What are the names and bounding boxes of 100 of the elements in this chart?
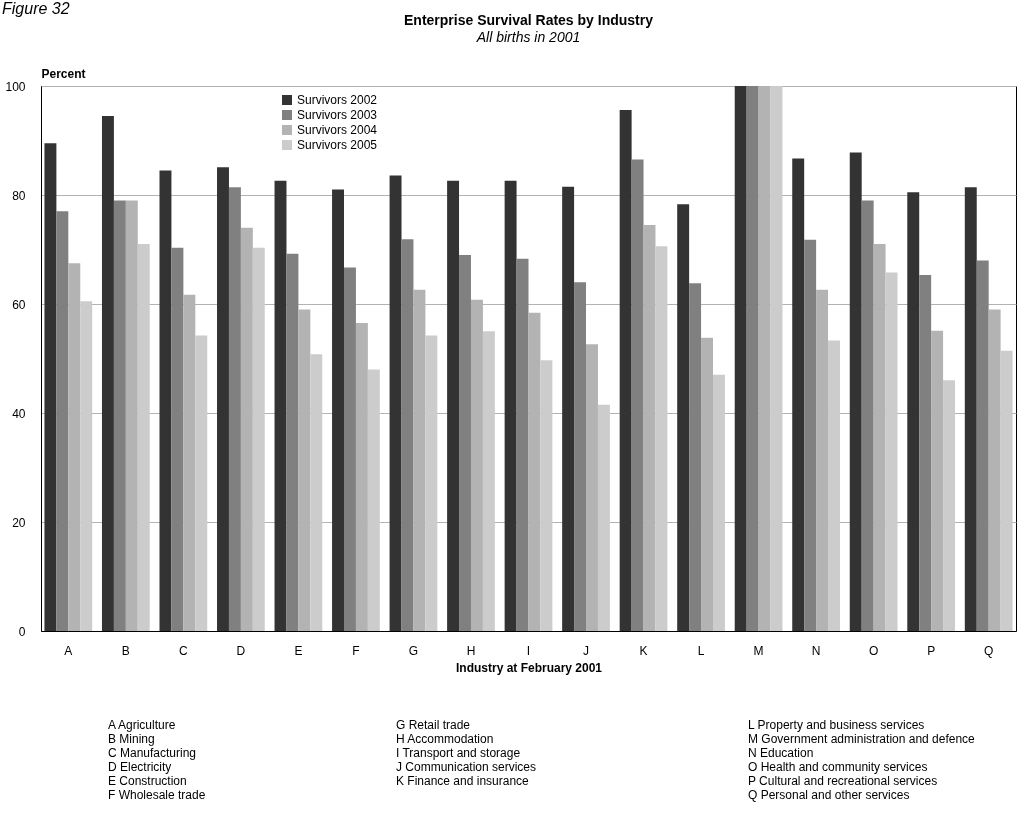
- bar: [597, 404, 610, 631]
- y-tick-label: 40: [12, 406, 26, 421]
- bar: [701, 337, 713, 631]
- bar: [367, 369, 380, 631]
- bar: [770, 86, 783, 631]
- x-tick-label: H: [466, 643, 476, 658]
- bar: [228, 187, 241, 631]
- bar: [528, 312, 541, 631]
- bar: [988, 309, 1001, 631]
- text: G Retail trade: [396, 718, 472, 732]
- bar: [746, 86, 759, 631]
- bar: [447, 180, 460, 631]
- text: Q Personal and other services: [748, 788, 911, 802]
- bar: [68, 263, 81, 631]
- bar: [240, 227, 253, 631]
- x-tick-label: F: [352, 643, 360, 658]
- y-tick-label: 20: [12, 515, 26, 530]
- text: J Communication services: [396, 760, 537, 774]
- bar: [619, 109, 632, 631]
- bar: [80, 301, 93, 631]
- bar: [734, 86, 747, 631]
- bar: [931, 330, 944, 631]
- bar: [964, 187, 977, 631]
- bar: [943, 380, 956, 631]
- legend-label: Survivors 2003: [297, 108, 378, 122]
- bar: [137, 244, 150, 631]
- bar: [689, 283, 702, 631]
- bar: [873, 244, 886, 631]
- bar: [562, 186, 575, 631]
- bar: [976, 260, 989, 631]
- x-tick-label: B: [121, 643, 130, 658]
- bar: [286, 253, 299, 631]
- bar: [344, 267, 356, 631]
- y-tick-label: 0: [18, 624, 26, 639]
- bar: [195, 335, 208, 631]
- x-tick-label: A: [64, 643, 73, 658]
- x-tick-label: P: [927, 643, 936, 658]
- legend-label: Survivors 2005: [297, 138, 378, 152]
- text: P Cultural and recreational services: [748, 774, 939, 788]
- bar: [44, 143, 57, 631]
- bar: [504, 180, 517, 631]
- bar: [355, 323, 368, 631]
- x-tick-label: N: [811, 643, 821, 658]
- bar: [885, 272, 898, 631]
- x-tick-label: G: [408, 643, 419, 658]
- text: E Construction: [108, 774, 188, 788]
- bar: [792, 158, 805, 631]
- bar: [459, 254, 471, 631]
- text: O Health and community services: [748, 760, 929, 774]
- text: L Property and business services: [748, 718, 926, 732]
- bar: [907, 192, 920, 631]
- text: D Electricity: [108, 760, 173, 774]
- x-tick-label: O: [868, 643, 879, 658]
- bar: [171, 247, 184, 631]
- y-tick-label: 60: [12, 297, 26, 312]
- x-tick-label: L: [697, 643, 705, 658]
- bar: [56, 211, 69, 631]
- bar: [482, 331, 495, 631]
- text: F Wholesale trade: [108, 788, 206, 802]
- text: N Education: [748, 746, 815, 760]
- x-tick-label: D: [236, 643, 246, 658]
- caption: Figure 32: [2, 0, 70, 18]
- x-tick-label: E: [294, 643, 303, 658]
- bar: [758, 86, 771, 631]
- bar: [574, 282, 587, 631]
- bar: [713, 374, 725, 631]
- text: A Agriculture: [108, 718, 177, 732]
- chart-subtitle: All births in 2001: [475, 29, 581, 45]
- bar: [919, 275, 932, 631]
- bar: [159, 170, 172, 631]
- text: B Mining: [108, 732, 156, 746]
- y-axis-title: Percent: [41, 66, 86, 81]
- bar: [332, 189, 344, 631]
- bar: [401, 239, 414, 631]
- bar: [828, 340, 840, 631]
- text: I Transport and storage: [396, 746, 522, 760]
- bar: [310, 354, 323, 631]
- text: K Finance and insurance: [396, 774, 530, 788]
- legend-label: Survivors 2002: [297, 93, 378, 107]
- bar: [643, 224, 656, 631]
- x-tick-label: I: [526, 643, 531, 658]
- bar: [125, 200, 138, 631]
- bar: [804, 239, 817, 631]
- bar: [298, 309, 311, 631]
- text: H Accommodation: [396, 732, 495, 746]
- bar: [389, 175, 402, 631]
- bar: [425, 335, 438, 631]
- bar: [516, 258, 529, 631]
- bar: [101, 115, 114, 631]
- bar: [217, 167, 229, 631]
- x-tick-label: M: [753, 643, 764, 658]
- bar: [540, 360, 553, 631]
- x-tick-label: C: [179, 643, 189, 658]
- y-tick-label: 80: [12, 188, 26, 203]
- bar: [849, 152, 862, 631]
- bar: [861, 200, 874, 631]
- bar: [274, 180, 287, 631]
- bar: [252, 247, 265, 631]
- bar: [586, 344, 598, 631]
- y-tick-label: 100: [5, 79, 26, 94]
